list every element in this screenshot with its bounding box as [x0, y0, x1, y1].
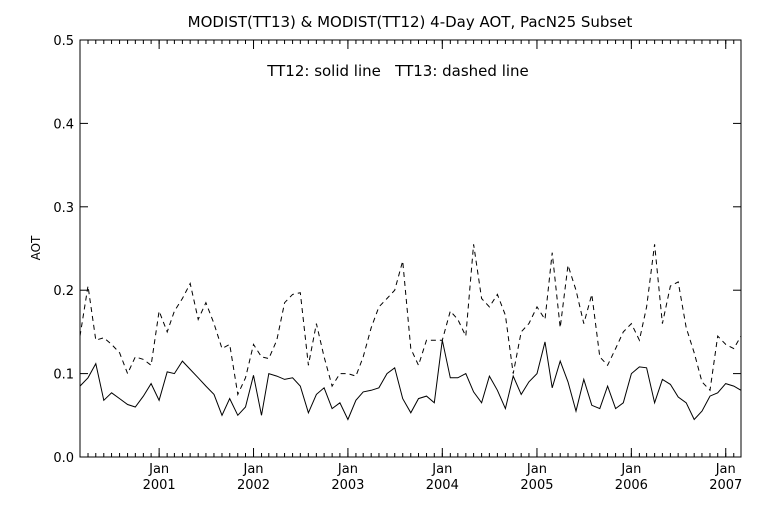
x-tick-month-label: Jan: [148, 462, 169, 477]
y-axis-label: AOT: [29, 235, 43, 260]
x-tick-year-label: 2002: [237, 478, 270, 493]
x-tick-year-label: 2006: [615, 478, 648, 493]
x-tick-month-label: Jan: [620, 462, 641, 477]
line-style-annotation: TT12: solid line TT13: dashed line: [266, 62, 529, 80]
x-tick-month-label: Jan: [243, 462, 264, 477]
series-line-tt13: [79, 244, 742, 397]
chart-title: MODIST(TT13) & MODIST(TT12) 4-Day AOT, P…: [188, 13, 633, 31]
series-line-tt12: [79, 340, 742, 421]
y-tick-label: 0.3: [53, 201, 74, 216]
x-tick-month-label: Jan: [431, 462, 452, 477]
y-tick-label: 0.1: [53, 368, 74, 383]
x-tick-year-label: 2005: [520, 478, 553, 493]
y-tick-label: 0.4: [53, 117, 74, 132]
x-tick-month-label: Jan: [526, 462, 547, 477]
y-tick-label: 0.0: [53, 451, 74, 466]
plot-area: 0.00.10.20.30.40.5Jan2001Jan2002Jan2003J…: [53, 34, 742, 493]
plot-frame: [79, 39, 742, 458]
x-tick-year-label: 2003: [331, 478, 364, 493]
y-tick-label: 0.5: [53, 34, 74, 49]
x-tick-year-label: 2004: [426, 478, 459, 493]
y-tick-label: 0.2: [53, 284, 74, 299]
x-tick-month-label: Jan: [337, 462, 358, 477]
x-tick-month-label: Jan: [715, 462, 736, 477]
x-tick-year-label: 2007: [709, 478, 742, 493]
x-tick-year-label: 2001: [143, 478, 176, 493]
